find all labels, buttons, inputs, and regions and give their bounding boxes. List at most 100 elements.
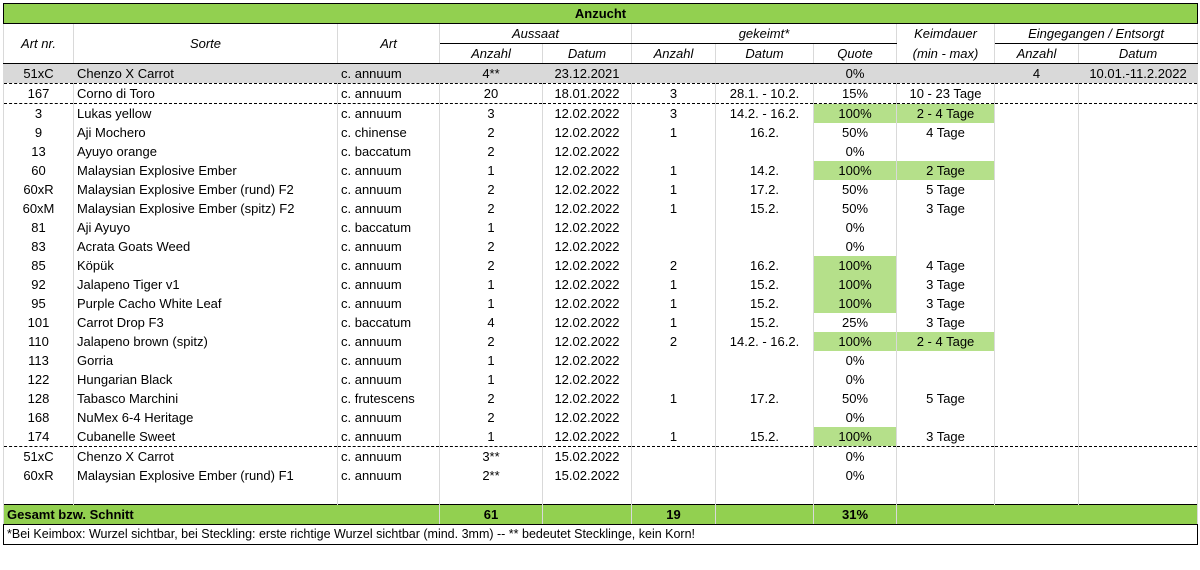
cell-art: c. annuum — [337, 103, 440, 123]
cell-eingegangen-datum — [1077, 446, 1199, 466]
cell-gekeimt-datum — [715, 142, 814, 161]
cell-eingegangen-datum — [1077, 427, 1199, 447]
cell-art-nr: 167 — [3, 83, 74, 104]
total-aussaat: 61 — [439, 503, 543, 525]
table-row: 81 Aji Ayuyo c. baccatum 1 12.02.2022 0% — [3, 218, 1199, 237]
cell-keimdauer: 3 Tage — [896, 427, 995, 447]
cell-gekeimt-datum — [715, 408, 814, 427]
cell-gekeimt-datum: 15.2. — [715, 275, 814, 294]
cell-aussaat-anzahl: 2 — [439, 256, 543, 275]
blank-row — [3, 485, 1199, 504]
cell-keimdauer: 4 Tage — [896, 123, 995, 142]
cell-aussaat-anzahl: 4** — [439, 63, 543, 84]
cell-art: c. annuum — [337, 180, 440, 199]
blank-cell — [994, 485, 1079, 504]
cell-gekeimt-datum: 15.2. — [715, 313, 814, 332]
cell-keimdauer — [896, 351, 995, 370]
cell-sorte: Chenzo X Carrot — [73, 63, 338, 84]
cell-quote: 100% — [813, 332, 897, 351]
cell-eingegangen-datum — [1077, 370, 1199, 389]
cell-keimdauer — [896, 63, 995, 84]
cell-eingegangen-anzahl — [994, 446, 1079, 466]
header-eingegangen-anzahl: Anzahl — [994, 43, 1079, 64]
cell-eingegangen-datum — [1077, 294, 1199, 313]
cell-sorte: Jalapeno Tiger v1 — [73, 275, 338, 294]
cell-gekeimt-datum: 14.2. - 16.2. — [715, 332, 814, 351]
cell-keimdauer: 5 Tage — [896, 180, 995, 199]
cell-aussaat-datum: 12.02.2022 — [542, 351, 632, 370]
table-row: 101 Carrot Drop F3 c. baccatum 4 12.02.2022 1… — [3, 313, 1199, 332]
cell-gekeimt-anzahl: 1 — [631, 180, 716, 199]
total-row: Gesamt bzw. Schnitt 61 19 31% — [3, 503, 1199, 525]
blank-cell — [542, 485, 632, 504]
cell-eingegangen-anzahl — [994, 408, 1079, 427]
cell-gekeimt-anzahl: 1 — [631, 294, 716, 313]
blank-cell — [337, 485, 440, 504]
cell-aussaat-datum: 12.02.2022 — [542, 275, 632, 294]
table-row: 60xM Malaysian Explosive Ember (spitz) F2… — [3, 199, 1199, 218]
table-row: 168 NuMex 6-4 Heritage c. annuum 2 12.02.202… — [3, 408, 1199, 427]
cell-eingegangen-anzahl: 4 — [994, 63, 1079, 84]
cell-gekeimt-anzahl — [631, 142, 716, 161]
table-title: Anzucht — [2, 3, 1199, 24]
cell-eingegangen-anzahl — [994, 275, 1079, 294]
cell-gekeimt-anzahl — [631, 408, 716, 427]
cell-quote: 0% — [813, 218, 897, 237]
cell-eingegangen-datum — [1077, 237, 1199, 256]
total-label: Gesamt bzw. Schnitt — [3, 503, 440, 525]
cell-eingegangen-datum — [1077, 123, 1199, 142]
cell-gekeimt-anzahl: 2 — [631, 332, 716, 351]
cell-aussaat-anzahl: 2 — [439, 180, 543, 199]
cell-quote: 50% — [813, 389, 897, 408]
table-row: 60xR Malaysian Explosive Ember (rund) F2 c… — [3, 180, 1199, 199]
cell-gekeimt-datum — [715, 218, 814, 237]
cell-keimdauer: 3 Tage — [896, 275, 995, 294]
cell-gekeimt-anzahl — [631, 218, 716, 237]
footnote-row: *Bei Keimbox: Wurzel sichtbar, bei Steck… — [2, 523, 1199, 545]
cell-art: c. annuum — [337, 408, 440, 427]
cell-sorte: Aji Mochero — [73, 123, 338, 142]
cell-eingegangen-datum — [1077, 351, 1199, 370]
cell-art-nr: 168 — [3, 408, 74, 427]
cell-eingegangen-anzahl — [994, 313, 1079, 332]
cell-sorte: Malaysian Explosive Ember — [73, 161, 338, 180]
table-row: 113 Gorria c. annuum 1 12.02.2022 0% — [3, 351, 1199, 370]
table-row: 92 Jalapeno Tiger v1 c. annuum 1 12.02.2022 1… — [3, 275, 1199, 294]
cell-sorte: Malaysian Explosive Ember (rund) F1 — [73, 466, 338, 485]
cell-aussaat-datum: 12.02.2022 — [542, 370, 632, 389]
cell-sorte: Chenzo X Carrot — [73, 446, 338, 466]
cell-art-nr: 60 — [3, 161, 74, 180]
cell-eingegangen-datum — [1077, 466, 1199, 485]
cell-gekeimt-datum: 14.2. - 16.2. — [715, 103, 814, 123]
cell-aussaat-datum: 12.02.2022 — [542, 332, 632, 351]
cell-aussaat-anzahl: 2 — [439, 389, 543, 408]
cell-eingegangen-datum: 10.01.-11.2.2022 — [1077, 63, 1199, 84]
cell-keimdauer: 5 Tage — [896, 389, 995, 408]
blank-cell — [439, 485, 543, 504]
cell-keimdauer: 2 Tage — [896, 161, 995, 180]
cell-art: c. annuum — [337, 351, 440, 370]
cell-quote: 100% — [813, 294, 897, 313]
table-row: 167 Corno di Toro c. annuum 20 18.01.2022 3 28… — [3, 83, 1199, 104]
cell-art: c. frutescens — [337, 389, 440, 408]
cell-keimdauer: 3 Tage — [896, 294, 995, 313]
cell-aussaat-datum: 15.02.2022 — [542, 446, 632, 466]
cell-gekeimt-anzahl: 3 — [631, 83, 716, 104]
header-row-1: Art nr. Sorte Art Aussaat gekeimt* Keimd… — [3, 23, 1199, 64]
cell-art: c. annuum — [337, 332, 440, 351]
cell-sorte: Corno di Toro — [73, 83, 338, 104]
cell-keimdauer: 10 - 23 Tage — [896, 83, 995, 104]
cell-keimdauer: 3 Tage — [896, 199, 995, 218]
cell-art-nr: 13 — [3, 142, 74, 161]
blank-cell — [715, 485, 814, 504]
cell-gekeimt-anzahl: 1 — [631, 275, 716, 294]
cell-quote: 0% — [813, 370, 897, 389]
cell-aussaat-anzahl: 4 — [439, 313, 543, 332]
cell-gekeimt-datum: 14.2. — [715, 161, 814, 180]
cell-aussaat-anzahl: 20 — [439, 83, 543, 104]
cell-aussaat-anzahl: 2 — [439, 123, 543, 142]
cell-keimdauer — [896, 370, 995, 389]
cell-aussaat-anzahl: 2 — [439, 199, 543, 218]
total-empty — [542, 503, 632, 525]
cell-quote: 100% — [813, 161, 897, 180]
